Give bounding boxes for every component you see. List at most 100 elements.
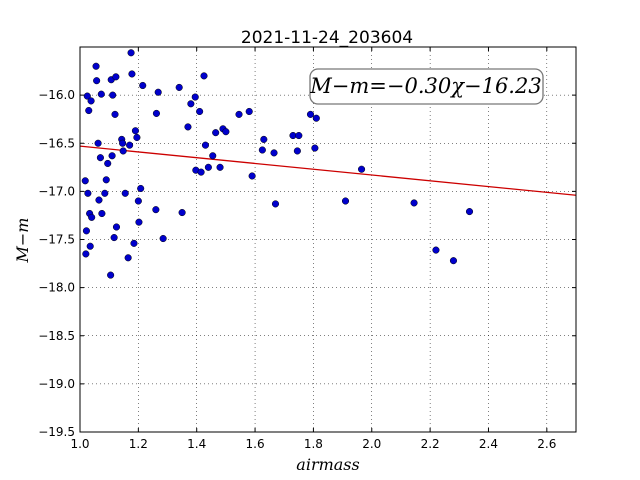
data-point [293, 147, 301, 155]
data-point [96, 154, 104, 162]
data-point [311, 144, 319, 152]
data-point [341, 197, 350, 205]
fit-label-box: M−m=−0.30χ−16.23 [309, 68, 544, 105]
data-point [88, 213, 96, 221]
data-point [137, 184, 145, 193]
data-point [196, 107, 204, 116]
data-point [178, 209, 186, 217]
data-point [235, 110, 243, 118]
x-tick-label: 1.0 [70, 437, 89, 451]
data-point [410, 199, 418, 207]
data-point [175, 83, 183, 91]
data-point [130, 239, 138, 247]
fit-equation-label: M−m=−0.30χ−16.23 [309, 74, 541, 98]
data-point [81, 177, 89, 185]
data-point [110, 234, 118, 242]
data-point [465, 208, 474, 216]
data-point [306, 110, 315, 118]
data-point [83, 92, 91, 100]
data-point [85, 106, 93, 115]
data-point [121, 189, 129, 197]
y-tick-label: −17.0 [38, 184, 75, 198]
axis-ticks: 1.0 1.2 1.4 1.6 1.8 2.0 2.2 2.4 2.6 −16.0 −16.5 −17… [38, 47, 576, 451]
x-tick-label: 2.4 [479, 437, 498, 451]
data-point [126, 141, 134, 149]
x-tick-label: 2.6 [537, 437, 556, 451]
y-tick-label: −18.5 [38, 329, 75, 343]
x-tick-label: 1.8 [304, 437, 323, 451]
data-point [270, 149, 278, 157]
data-point [127, 49, 135, 57]
data-point [124, 254, 132, 262]
data-point [245, 107, 253, 116]
data-point [432, 246, 440, 254]
data-points [81, 49, 474, 279]
data-point [222, 128, 230, 136]
data-point [260, 135, 268, 143]
data-point [112, 223, 121, 231]
data-point [200, 72, 208, 80]
data-point [152, 206, 160, 214]
chart-title: 2021-11-24_203604 [241, 28, 413, 48]
data-point [111, 110, 119, 118]
y-tick-label: −16.0 [38, 88, 75, 102]
data-point [209, 152, 217, 160]
y-tick-label: −19.5 [38, 425, 75, 439]
x-tick-label: 1.2 [129, 437, 148, 451]
data-point [109, 91, 117, 99]
data-point [82, 227, 90, 235]
data-point [82, 250, 90, 258]
data-point [104, 159, 112, 168]
data-point [258, 146, 266, 154]
data-point [135, 218, 143, 226]
plot-frame [79, 46, 577, 433]
data-point [94, 139, 102, 147]
data-point [108, 152, 116, 160]
data-point [128, 70, 136, 78]
data-point [84, 189, 92, 197]
y-axis-label: M−m [13, 218, 32, 264]
data-point [92, 62, 100, 70]
data-point [139, 81, 147, 90]
data-point [216, 163, 224, 171]
data-point [131, 127, 139, 135]
data-point [191, 93, 199, 101]
data-point [212, 129, 220, 137]
data-point [449, 257, 458, 265]
data-point [159, 234, 167, 243]
data-point [187, 100, 195, 108]
x-tick-label: 2.2 [421, 437, 440, 451]
data-point [95, 196, 103, 204]
y-tick-label: −18.0 [38, 281, 75, 295]
grid-lines [79, 47, 576, 433]
x-tick-label: 1.6 [246, 437, 265, 451]
fit-line [79, 145, 577, 196]
data-point [358, 165, 366, 173]
data-point [134, 197, 142, 205]
data-point [102, 176, 110, 184]
data-point [271, 200, 280, 208]
data-point [154, 88, 162, 96]
y-tick-label: −16.5 [38, 136, 75, 150]
x-tick-label: 2.0 [362, 437, 381, 451]
data-point [312, 114, 320, 122]
data-point [248, 172, 256, 180]
data-point [97, 90, 105, 98]
x-tick-label: 1.4 [187, 437, 206, 451]
data-point [295, 132, 303, 140]
data-point [119, 147, 127, 155]
data-point [184, 123, 192, 131]
data-point [98, 209, 106, 218]
fit-line-group [79, 145, 577, 196]
data-point [197, 168, 205, 176]
data-point [133, 133, 141, 142]
data-point [204, 163, 212, 171]
data-point [86, 242, 94, 250]
data-point [112, 73, 120, 81]
data-point [201, 141, 210, 149]
data-point [87, 97, 95, 105]
y-tick-label: −19.0 [38, 377, 75, 391]
y-tick-label: −17.5 [38, 233, 75, 247]
data-point [119, 139, 127, 147]
